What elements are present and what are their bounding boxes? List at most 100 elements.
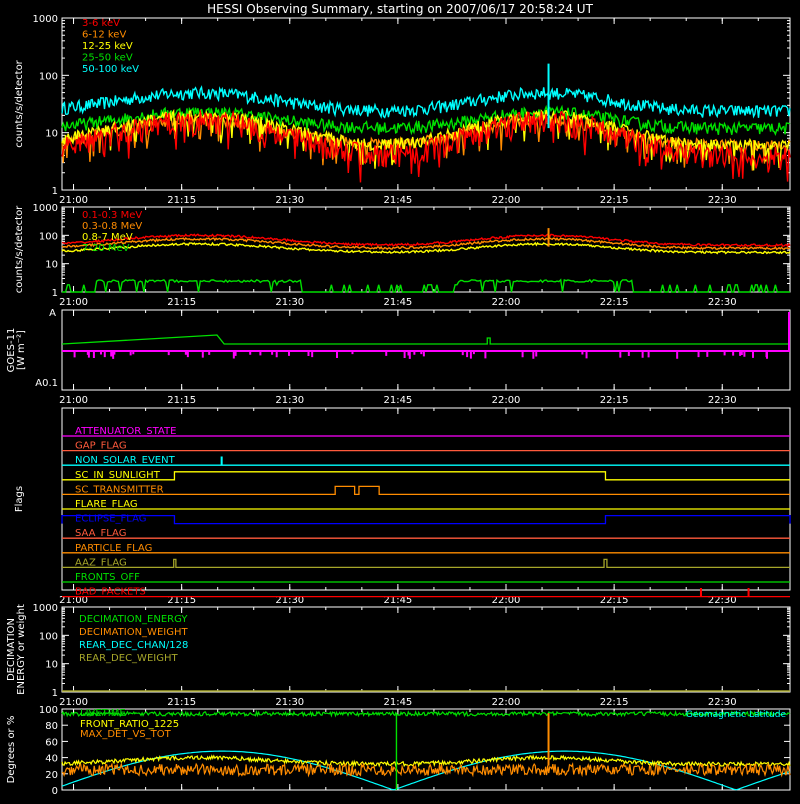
flag-label: GAP_FLAG xyxy=(75,441,127,452)
legend-entry: 6-12 keV xyxy=(82,30,126,41)
x-tick-label: 21:00 xyxy=(59,595,88,606)
legend-entry: REAR_DEC_CHAN/128 xyxy=(79,640,188,651)
x-tick-label: 21:30 xyxy=(275,195,304,206)
flag-label: PARTICLE_FLAG xyxy=(75,543,152,554)
flag-label: ECLIPSE_FLAG xyxy=(75,514,146,525)
x-tick-label: 22:30 xyxy=(708,395,737,406)
y-axis-label: ENERGY or weight xyxy=(16,604,27,695)
x-tick-label: 22:00 xyxy=(492,697,521,708)
y-tick-label: 1 xyxy=(52,186,58,197)
x-tick-label: 22:15 xyxy=(600,395,629,406)
x-tick-label: 21:00 xyxy=(59,195,88,206)
y-axis-label: GOES-11 xyxy=(6,328,17,373)
right-legend-entry: Geomagnetic Latitude xyxy=(686,710,787,720)
plot-frame xyxy=(61,17,791,191)
flag-label: SC_IN_SUNLIGHT xyxy=(75,470,161,481)
panel4: 21:00 21:15 21:30 21:45 22:00 22:15 22:30 Flags… xyxy=(14,407,791,606)
y-tick-label: 60 xyxy=(45,737,58,748)
legend-entry: DECIMATION_WEIGHT xyxy=(79,627,188,638)
x-tick-label: 21:45 xyxy=(383,195,412,206)
plot-frame xyxy=(61,206,791,293)
y-axis-label: [W m⁻²] xyxy=(16,330,27,370)
front-ratio-line xyxy=(61,754,791,768)
y-tick-label: 10 xyxy=(45,260,58,271)
panel3: 21:00 21:15 21:30 21:45 22:00 22:15 22:30 A A0.1… xyxy=(6,308,791,406)
flag-line xyxy=(62,558,790,569)
legend-entry: FRONT_RATIO_1225 xyxy=(80,719,179,730)
legend-entry: DECIMATION_ENERGY xyxy=(79,614,188,625)
livetime-line xyxy=(61,709,791,718)
x-tick-label: 21:45 xyxy=(383,395,412,406)
y-axis-label: counts/s/detector xyxy=(14,59,25,147)
y-tick-label: 100 xyxy=(39,705,58,716)
max-det-line xyxy=(61,761,791,778)
flag-line xyxy=(62,587,790,598)
x-tick-label: 21:15 xyxy=(167,697,196,708)
y-tick-label: 1000 xyxy=(33,203,58,214)
series-1 xyxy=(61,236,791,251)
x-tick-label: 21:30 xyxy=(275,595,304,606)
x-tick-label: 22:30 xyxy=(708,297,737,308)
panel5: 21:00 21:15 21:30 21:45 22:00 22:15 22:30 1000 1… xyxy=(6,603,791,708)
x-tick-label: 21:45 xyxy=(383,595,412,606)
geomag-latitude-line xyxy=(61,750,791,791)
panel1: 21:00 21:15 21:30 21:45 22:00 22:15 22:30 1000 1… xyxy=(14,14,791,206)
x-tick-label: 21:30 xyxy=(275,297,304,308)
y-axis-label: counts/s/detector xyxy=(14,205,25,293)
legend-entry: 0.1-0.3 MeV xyxy=(82,210,142,221)
legend-entry: 0.8-7 MeV xyxy=(82,232,133,243)
y-tick-label: 10 xyxy=(45,129,58,140)
plot-frame xyxy=(61,407,791,591)
y-tick-label: 1000 xyxy=(33,14,58,25)
x-tick-label: 22:00 xyxy=(492,195,521,206)
x-tick-label: 22:15 xyxy=(600,195,629,206)
x-tick-label: 21:15 xyxy=(167,195,196,206)
y-tick-label: 100 xyxy=(39,71,58,82)
y-axis-label: Flags xyxy=(14,486,25,512)
y-tick-label: 100 xyxy=(39,231,58,242)
series-3 xyxy=(62,278,790,293)
y-tick-label: 1000 xyxy=(33,603,58,614)
y-tick-label: 1 xyxy=(52,688,58,699)
series-2 xyxy=(61,241,791,255)
legend-entry: REAR_DEC_WEIGHT xyxy=(79,653,178,664)
series-0 xyxy=(61,109,791,183)
plot-frame xyxy=(61,708,791,791)
x-tick-label: 22:00 xyxy=(492,297,521,308)
x-tick-label: 21:00 xyxy=(59,697,88,708)
x-tick-label: 22:15 xyxy=(600,697,629,708)
y-tick-label: 100 xyxy=(39,631,58,642)
x-tick-label: 21:15 xyxy=(167,595,196,606)
flag-line xyxy=(62,471,790,481)
flag-label: SC_TRANSMITTER xyxy=(75,484,164,495)
figure-title: HESSI Observing Summary, starting on 200… xyxy=(207,2,593,16)
x-tick-label: 21:45 xyxy=(383,297,412,308)
x-tick-label: 21:30 xyxy=(275,697,304,708)
y-tick-label: 20 xyxy=(45,770,58,781)
x-tick-label: 22:15 xyxy=(600,297,629,308)
flag-label: ATTENUATOR_STATE xyxy=(75,426,176,437)
legend-entry: 12-25 keV xyxy=(82,41,133,52)
panel2: 21:00 21:15 21:30 21:45 22:00 22:15 22:30 1000 1… xyxy=(14,203,791,308)
legend-entry: 50-100 keV xyxy=(82,64,139,75)
legend-entry: LIVETIME xyxy=(80,708,126,719)
y-tick-label: 10 xyxy=(45,660,58,671)
series-4 xyxy=(61,85,791,119)
x-tick-label: 22:00 xyxy=(492,595,521,606)
flag-line xyxy=(61,514,791,525)
y-tick-label: 80 xyxy=(45,721,58,732)
y-tick-label: A0.1 xyxy=(35,378,58,389)
panel6: 100 80 60 40 20 0 Degrees or % LIVETIMEFRONT_RA… xyxy=(6,705,791,797)
x-tick-label: 21:30 xyxy=(275,395,304,406)
x-tick-label: 21:15 xyxy=(167,297,196,308)
x-tick-label: 21:00 xyxy=(59,297,88,308)
y-tick-label: 0 xyxy=(52,786,58,797)
x-tick-label: 21:15 xyxy=(167,395,196,406)
y-tick-label: A xyxy=(49,308,56,319)
y-tick-label: 1 xyxy=(52,288,58,299)
flag-line xyxy=(62,456,790,466)
legend-entry: 3-6 keV xyxy=(82,18,120,29)
x-tick-label: 22:15 xyxy=(600,595,629,606)
y-axis-label: DECIMATION xyxy=(6,618,17,681)
